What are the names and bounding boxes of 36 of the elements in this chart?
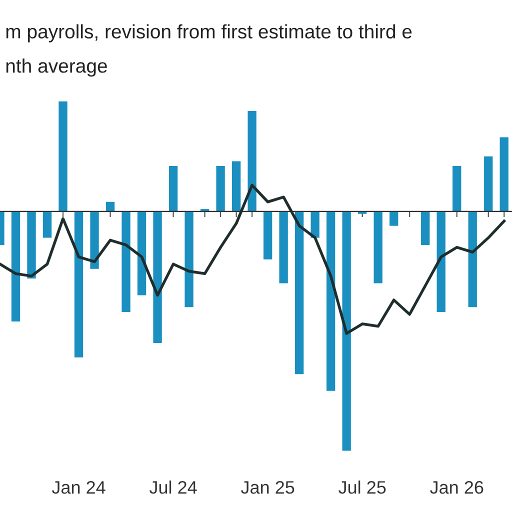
bar [58, 101, 68, 212]
bar [153, 211, 162, 344]
x-tick-label: Jan 24 [52, 481, 106, 494]
bar [248, 110, 256, 212]
x-tick-label: Jul 25 [338, 480, 386, 494]
bar [11, 211, 20, 322]
bar [421, 211, 430, 245]
bar [374, 211, 382, 284]
bar [342, 211, 351, 451]
bar [168, 166, 178, 212]
bar [468, 211, 477, 308]
bar [436, 211, 446, 312]
x-tick-label: Jan 26 [430, 481, 484, 494]
bar [294, 211, 304, 374]
bar [106, 202, 115, 212]
chart-subtitle: nth average [6, 58, 107, 77]
chart-title: m payrolls, revision from first estimate to third e [6, 24, 412, 42]
bar [452, 166, 462, 212]
bar [74, 211, 84, 358]
bar [390, 211, 398, 226]
bar [90, 211, 99, 269]
bar [42, 211, 52, 238]
bar [326, 211, 336, 391]
bar [484, 156, 493, 212]
bar [216, 166, 225, 212]
bar [27, 211, 36, 278]
bar [279, 211, 288, 284]
bar [184, 211, 194, 308]
bar [232, 161, 241, 212]
bar [310, 211, 320, 238]
bar [500, 137, 508, 212]
bar [263, 211, 272, 260]
x-tick-label: Jul 24 [149, 480, 197, 494]
bar [137, 211, 146, 296]
x-tick-label: Jan 25 [240, 481, 294, 494]
bar [122, 211, 130, 312]
